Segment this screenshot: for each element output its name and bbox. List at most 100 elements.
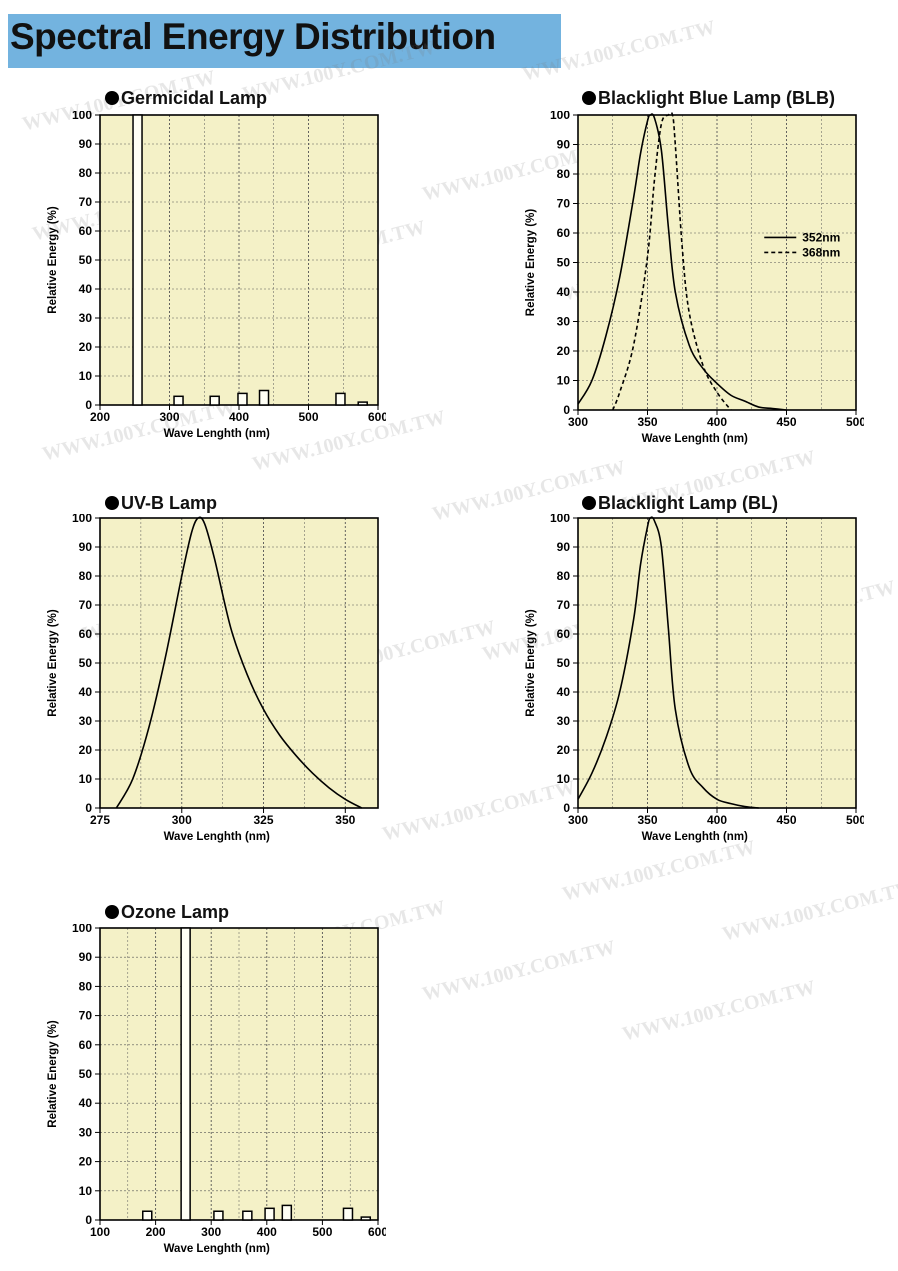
y-tick-label: 0 bbox=[563, 801, 570, 815]
y-tick-label: 10 bbox=[79, 369, 93, 383]
chart-title-text: Ozone Lamp bbox=[121, 902, 230, 922]
y-tick-label: 70 bbox=[79, 195, 93, 209]
y-tick-label: 30 bbox=[79, 714, 93, 728]
y-tick-label: 50 bbox=[557, 256, 571, 270]
x-axis-title: Wave Lenghth (nm) bbox=[164, 831, 270, 843]
series-line-352nm bbox=[577, 113, 787, 411]
legend-label: 368nm bbox=[802, 245, 840, 259]
y-tick-label: 60 bbox=[79, 627, 93, 641]
x-tick-label: 500 bbox=[846, 415, 864, 429]
watermark-text: WWW.100Y.COM.TW bbox=[420, 936, 618, 1006]
bullet-icon bbox=[105, 905, 119, 919]
x-tick-label: 350 bbox=[637, 415, 657, 429]
y-tick-label: 50 bbox=[557, 656, 571, 670]
x-tick-label: 400 bbox=[229, 410, 249, 424]
y-tick-label: 0 bbox=[85, 398, 92, 412]
x-tick-label: 350 bbox=[335, 813, 355, 827]
x-axis-title: Wave Lenghth (nm) bbox=[642, 831, 748, 843]
y-tick-label: 90 bbox=[557, 540, 571, 554]
watermark-text: WWW.100Y.COM.TW bbox=[720, 876, 898, 946]
y-tick-label: 70 bbox=[557, 197, 571, 211]
bar-mark bbox=[242, 1210, 253, 1221]
x-tick-label: 200 bbox=[146, 1225, 166, 1239]
x-tick-label: 300 bbox=[172, 813, 192, 827]
chart-title-text: Germicidal Lamp bbox=[121, 88, 268, 108]
chart-blb: 0 10 20 30 40 50 60 70 80 90 100 300 350 400 450 500 Wav… bbox=[525, 108, 866, 445]
y-axis-title: Relative Energy (%) bbox=[47, 1020, 59, 1128]
chart-title-text: Blacklight Lamp (BL) bbox=[598, 493, 779, 513]
y-axis-title: Relative Energy (%) bbox=[525, 609, 537, 717]
chart-container-bl: 0 10 20 30 40 50 60 70 80 90 100 300 350 400 450 500 Wav… bbox=[518, 511, 866, 855]
bullet-icon bbox=[582, 91, 596, 105]
x-tick-label: 300 bbox=[568, 415, 588, 429]
x-tick-label: 275 bbox=[90, 813, 110, 827]
y-axis-title: Relative Energy (%) bbox=[47, 206, 59, 314]
x-tick-label: 100 bbox=[90, 1225, 110, 1239]
y-tick-label: 80 bbox=[79, 569, 93, 583]
x-tick-label: 300 bbox=[568, 813, 588, 827]
watermark-text: WWW.100Y.COM.TW bbox=[620, 976, 818, 1046]
bullet-icon bbox=[105, 496, 119, 510]
y-tick-label: 80 bbox=[79, 979, 93, 993]
chart-germicidal: 0 10 20 30 40 50 60 70 80 90 100 200 300 400 500 600 Wav… bbox=[47, 108, 388, 440]
y-tick-label: 10 bbox=[557, 374, 571, 388]
page-title: Spectral Energy Distribution bbox=[10, 16, 496, 57]
y-tick-label: 40 bbox=[79, 282, 93, 296]
y-tick-label: 20 bbox=[557, 344, 571, 358]
chart-container-germicidal: 0 10 20 30 40 50 60 70 80 90 100 200 300 400 500 600 Wav… bbox=[40, 108, 388, 452]
x-tick-label: 300 bbox=[201, 1225, 221, 1239]
chart-title-text: UV-B Lamp bbox=[121, 493, 218, 513]
y-tick-label: 10 bbox=[79, 772, 93, 786]
bar-mark bbox=[237, 392, 248, 406]
bar-mark bbox=[132, 114, 143, 406]
y-tick-label: 0 bbox=[563, 403, 570, 417]
y-tick-label: 0 bbox=[85, 1213, 92, 1227]
y-tick-label: 50 bbox=[79, 656, 93, 670]
plot-background bbox=[100, 518, 378, 808]
bar-mark bbox=[180, 927, 191, 1221]
bullet-icon bbox=[582, 496, 596, 510]
y-tick-label: 30 bbox=[79, 311, 93, 325]
y-tick-label: 80 bbox=[557, 167, 571, 181]
y-tick-label: 100 bbox=[72, 924, 92, 935]
x-tick-label: 500 bbox=[846, 813, 864, 827]
y-tick-label: 100 bbox=[550, 514, 570, 525]
x-tick-label: 400 bbox=[257, 1225, 277, 1239]
bullet-icon bbox=[105, 91, 119, 105]
y-tick-label: 90 bbox=[79, 137, 93, 151]
x-tick-label: 325 bbox=[254, 813, 274, 827]
x-axis-title: Wave Lenghth (nm) bbox=[164, 428, 270, 440]
y-tick-label: 100 bbox=[72, 514, 92, 525]
y-tick-label: 70 bbox=[79, 1009, 93, 1023]
bar-mark bbox=[258, 389, 270, 406]
y-tick-label: 20 bbox=[79, 1155, 93, 1169]
y-tick-label: 0 bbox=[85, 801, 92, 815]
x-tick-label: 450 bbox=[776, 813, 796, 827]
y-tick-label: 40 bbox=[79, 1096, 93, 1110]
chart-title-uvb: UV-B Lamp bbox=[105, 493, 217, 514]
y-axis-title: Relative Energy (%) bbox=[47, 609, 59, 717]
x-tick-label: 500 bbox=[298, 410, 318, 424]
y-tick-label: 40 bbox=[79, 685, 93, 699]
y-tick-label: 30 bbox=[557, 315, 571, 329]
x-tick-label: 600 bbox=[368, 1225, 386, 1239]
y-tick-label: 80 bbox=[79, 166, 93, 180]
bar-mark bbox=[357, 401, 368, 406]
x-tick-label: 400 bbox=[707, 813, 727, 827]
y-tick-label: 20 bbox=[557, 743, 571, 757]
x-axis-title: Wave Lenghth (nm) bbox=[642, 433, 748, 445]
y-tick-label: 70 bbox=[79, 598, 93, 612]
x-tick-label: 450 bbox=[776, 415, 796, 429]
x-tick-label: 400 bbox=[707, 415, 727, 429]
x-axis-title: Wave Lenghth (nm) bbox=[164, 1243, 270, 1255]
y-tick-label: 60 bbox=[557, 627, 571, 641]
y-axis-title: Relative Energy (%) bbox=[525, 209, 537, 317]
y-tick-label: 10 bbox=[79, 1184, 93, 1198]
y-tick-label: 20 bbox=[79, 743, 93, 757]
y-tick-label: 90 bbox=[79, 950, 93, 964]
y-tick-label: 80 bbox=[557, 569, 571, 583]
y-tick-label: 40 bbox=[557, 685, 571, 699]
bar-mark bbox=[335, 392, 346, 406]
y-tick-label: 10 bbox=[557, 772, 571, 786]
x-tick-label: 600 bbox=[368, 410, 386, 424]
